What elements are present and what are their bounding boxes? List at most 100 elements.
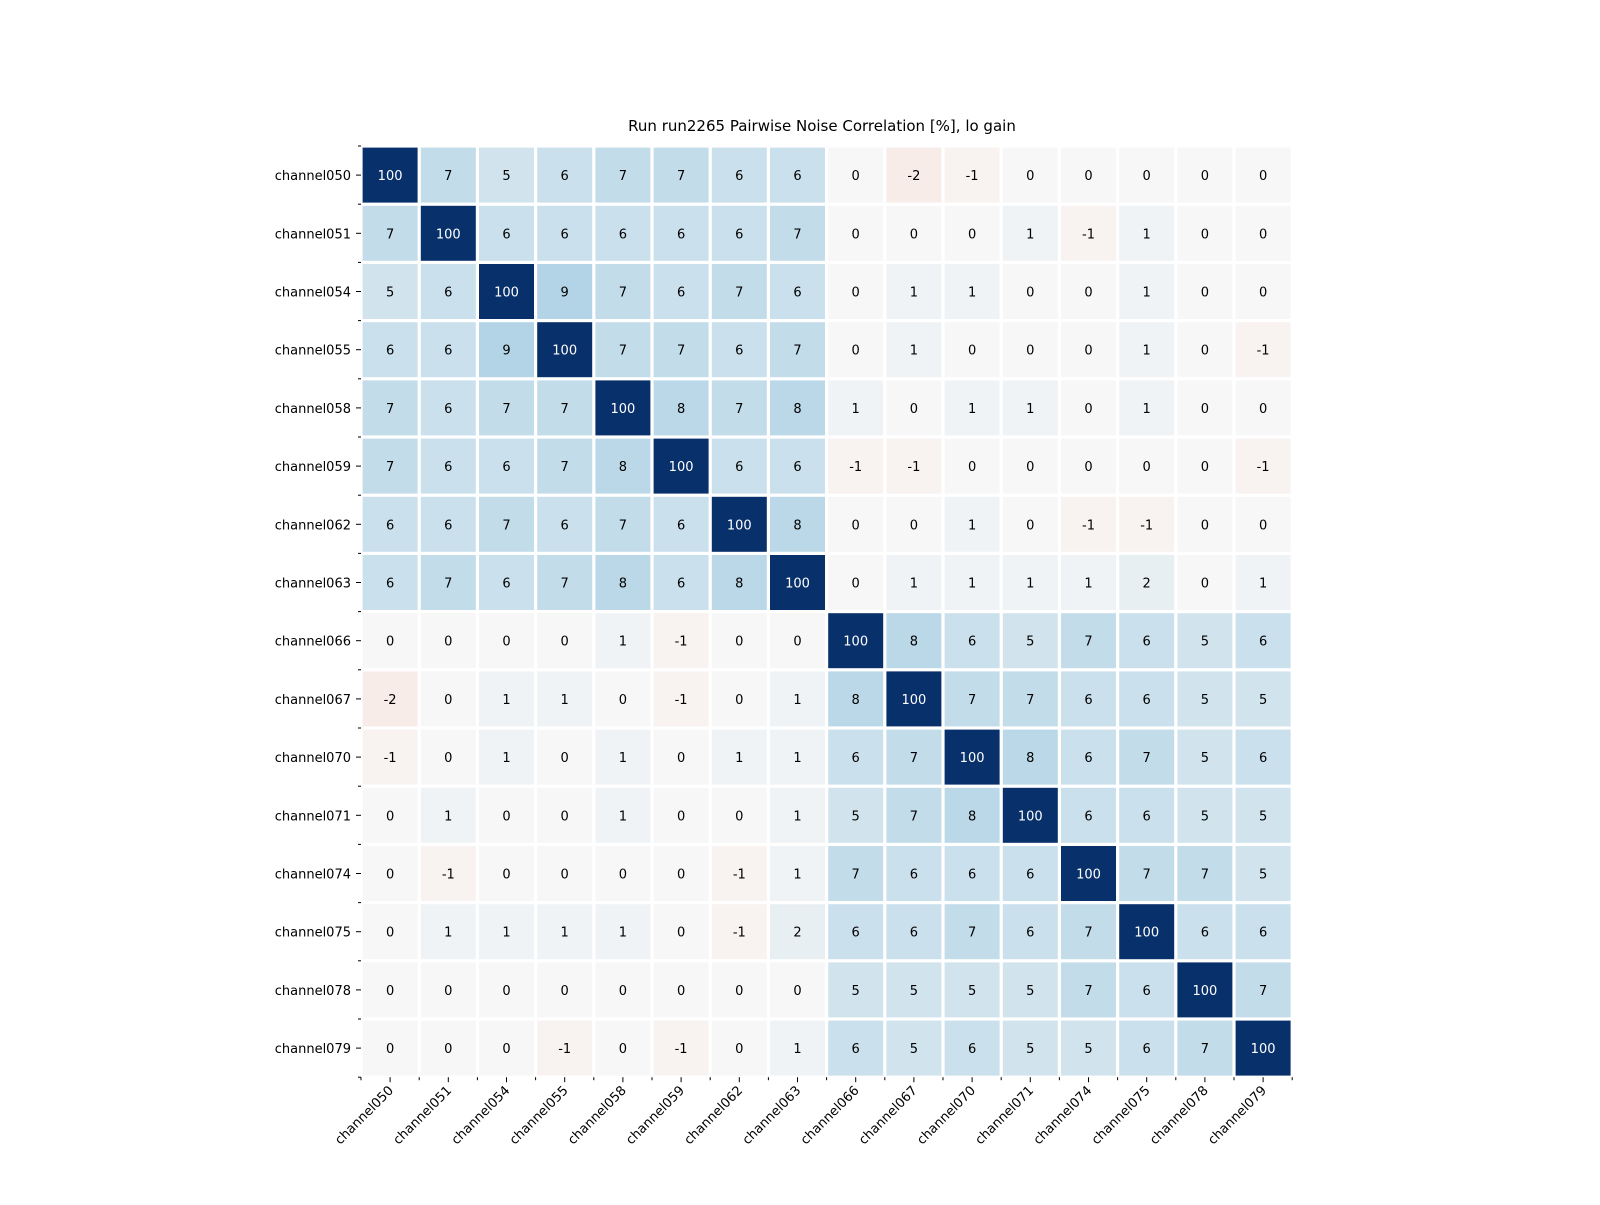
heatmap-cell-channel054-channel078 — [1177, 264, 1233, 319]
cell-value-label: 5 — [1259, 809, 1267, 824]
cell-value-label: 0 — [1201, 227, 1209, 242]
heatmap-cell-channel054-channel071 — [1002, 264, 1058, 319]
heatmap-cell-channel050-channel055 — [537, 147, 593, 203]
cell-value-label: -1 — [733, 868, 746, 883]
cell-value-label: 8 — [1026, 751, 1034, 766]
heatmap-cell-channel063-channel074 — [1061, 555, 1116, 610]
heatmap-cell-channel066-channel067 — [886, 613, 942, 669]
cell-value-label: 1 — [1143, 402, 1151, 417]
x-tick-label-channel075: channel075 — [1089, 1083, 1154, 1148]
heatmap-cell-channel051-channel079 — [1235, 205, 1291, 261]
cell-value-label: 7 — [910, 809, 918, 824]
cell-value-label: 0 — [852, 344, 860, 359]
heatmap-cell-channel074-channel055 — [537, 846, 593, 901]
heatmap-cell-channel054-channel062 — [711, 264, 767, 319]
heatmap-cell-channel079-channel074 — [1061, 1020, 1116, 1076]
cell-value-label: -1 — [1082, 518, 1095, 533]
heatmap-cell-channel059-channel079 — [1235, 438, 1291, 494]
heatmap-cell-channel067-channel051 — [420, 671, 476, 727]
cell-value-label: -1 — [558, 1042, 571, 1057]
heatmap-cell-channel066-channel051 — [420, 613, 476, 669]
heatmap-cell-channel067-channel066 — [828, 671, 884, 727]
cell-value-label: 1 — [793, 1042, 801, 1057]
cell-value-label: 6 — [619, 227, 627, 242]
cell-value-label: 6 — [1143, 1042, 1151, 1057]
cell-value-label: 0 — [1201, 460, 1209, 475]
heatmap-cell-channel062-channel070 — [944, 496, 1000, 552]
cell-value-label: 7 — [1143, 868, 1151, 883]
heatmap-cell-channel079-channel055 — [537, 1020, 593, 1076]
heatmap-cell-channel055-channel062 — [711, 322, 767, 378]
heatmap-cell-channel079-channel054 — [479, 1020, 534, 1076]
heatmap-cell-channel063-channel063 — [770, 555, 825, 610]
cell-value-label: 7 — [1084, 984, 1092, 999]
heatmap-cell-channel054-channel055 — [537, 264, 593, 319]
heatmap-cell-channel079-channel078 — [1177, 1020, 1233, 1076]
heatmap-cell-channel062-channel066 — [828, 496, 884, 552]
cell-value-label: -1 — [849, 460, 862, 475]
heatmap-cell-channel074-channel063 — [770, 846, 825, 901]
y-tick-label-channel050: channel050 — [275, 169, 351, 184]
heatmap-cell-channel071-channel067 — [886, 787, 942, 843]
cell-value-label: 1 — [502, 926, 510, 941]
heatmap-cell-channel050-channel054 — [479, 147, 534, 203]
cell-value-label: 1 — [1084, 577, 1092, 592]
cell-value-label: 7 — [1084, 635, 1092, 650]
cell-value-label: 5 — [1026, 1042, 1034, 1057]
heatmap-cell-channel075-channel059 — [653, 904, 709, 960]
cell-value-label: 5 — [968, 984, 976, 999]
cell-value-label: 1 — [1026, 402, 1034, 417]
heatmap-cell-channel063-channel070 — [944, 555, 1000, 610]
cell-value-label: 0 — [619, 1042, 627, 1057]
cell-value-label: 1 — [1259, 577, 1267, 592]
cell-value-label: 0 — [502, 868, 510, 883]
cell-value-label: 100 — [901, 693, 926, 708]
cell-value-label: 0 — [677, 868, 685, 883]
cell-value-label: 7 — [444, 577, 452, 592]
cell-value-label: 1 — [444, 926, 452, 941]
heatmap-cell-channel059-channel062 — [711, 438, 767, 494]
heatmap-cell-channel066-channel079 — [1235, 613, 1291, 669]
cell-value-label: -2 — [384, 693, 397, 708]
cell-value-label: 6 — [1084, 751, 1092, 766]
heatmap-cell-channel071-channel070 — [944, 787, 1000, 843]
heatmap-cell-channel071-channel078 — [1177, 787, 1233, 843]
heatmap-cell-channel058-channel058 — [595, 380, 651, 436]
cell-value-label: 1 — [619, 751, 627, 766]
y-tick-label-channel051: channel051 — [275, 227, 351, 242]
x-tick-label-channel074: channel074 — [1031, 1083, 1096, 1148]
cell-value-label: 0 — [386, 868, 394, 883]
heatmap-cell-channel062-channel050 — [362, 496, 418, 552]
heatmap-cell-channel078-channel075 — [1119, 962, 1175, 1018]
cell-value-label: 1 — [793, 809, 801, 824]
heatmap-cell-channel055-channel066 — [828, 322, 884, 378]
cell-value-label: 1 — [968, 518, 976, 533]
heatmap-cell-channel075-channel078 — [1177, 904, 1233, 960]
heatmap-cell-channel059-channel067 — [886, 438, 942, 494]
cell-value-label: -1 — [733, 926, 746, 941]
cell-value-label: 1 — [561, 926, 569, 941]
heatmap-cell-channel075-channel062 — [711, 904, 767, 960]
cell-value-label: 7 — [677, 169, 685, 184]
cell-value-label: 0 — [1201, 286, 1209, 301]
cell-value-label: 6 — [1143, 984, 1151, 999]
cell-value-label: 0 — [968, 227, 976, 242]
cell-value-label: 6 — [735, 344, 743, 359]
heatmap-cell-channel071-channel054 — [479, 787, 534, 843]
heatmap-cell-channel071-channel063 — [770, 787, 825, 843]
heatmap-cell-channel059-channel050 — [362, 438, 418, 494]
cell-value-label: 1 — [619, 635, 627, 650]
cell-value-label: 0 — [852, 286, 860, 301]
cell-value-label: 7 — [852, 868, 860, 883]
cell-value-label: 6 — [793, 169, 801, 184]
heatmap-cell-channel066-channel066 — [828, 613, 884, 669]
cell-value-label: 1 — [793, 751, 801, 766]
cell-value-label: 5 — [1201, 693, 1209, 708]
cell-value-label: 1 — [619, 809, 627, 824]
heatmap-cell-channel066-channel070 — [944, 613, 1000, 669]
heatmap-cell-channel071-channel074 — [1061, 787, 1116, 843]
cell-value-label: 0 — [502, 1042, 510, 1057]
cell-value-label: 6 — [735, 227, 743, 242]
heatmap-cell-channel066-channel059 — [653, 613, 709, 669]
